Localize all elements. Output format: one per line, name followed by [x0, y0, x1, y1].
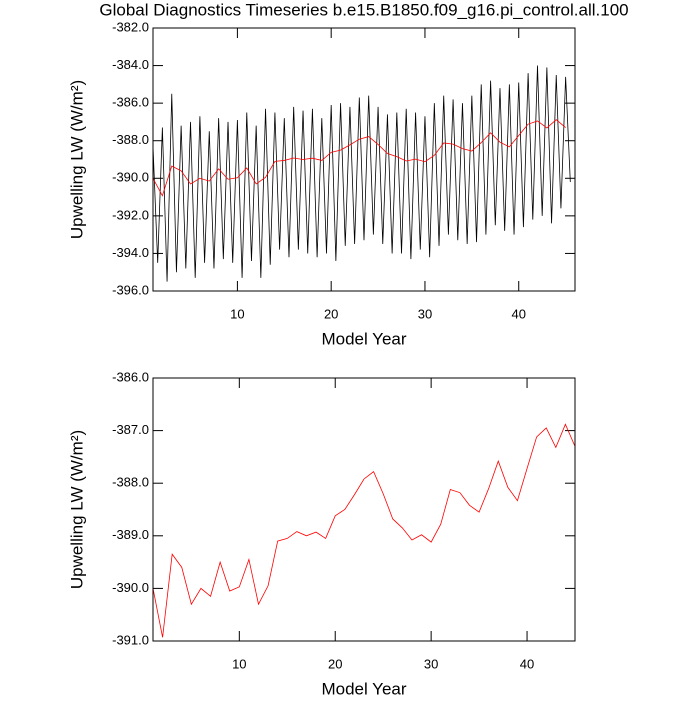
y-tick-label: -394.0	[112, 245, 149, 260]
y-tick-label: -391.0	[112, 632, 149, 647]
data-line	[152, 423, 576, 638]
y-tick-label: -382.0	[112, 19, 149, 34]
chart-title: Global Diagnostics Timeseries b.e15.B185…	[99, 0, 628, 19]
x-axis-title: Model Year	[321, 679, 406, 698]
plot-frame	[152, 377, 576, 642]
y-tick-label: -390.0	[112, 170, 149, 185]
y-tick-label: -388.0	[112, 475, 149, 490]
x-tick-label: 20	[328, 656, 342, 671]
y-axis-title: Upwelling LW (W/m²)	[67, 80, 86, 239]
y-axis-title: Upwelling LW (W/m²)	[67, 430, 86, 589]
x-tick-label: 20	[324, 306, 338, 321]
y-tick-label: -387.0	[112, 422, 149, 437]
x-axis-title: Model Year	[321, 329, 406, 348]
x-tick-label: 30	[418, 306, 432, 321]
data-line	[152, 65, 571, 282]
data-line	[152, 119, 566, 197]
x-tick-label: 30	[424, 656, 438, 671]
y-tick-label: -384.0	[112, 57, 149, 72]
y-tick-label: -392.0	[112, 207, 149, 222]
plot-frame	[152, 27, 576, 292]
y-tick-label: -386.0	[112, 95, 149, 110]
x-tick-label: 10	[232, 656, 246, 671]
x-tick-label: 40	[511, 306, 525, 321]
y-tick-label: -386.0	[112, 369, 149, 384]
x-tick-label: 40	[520, 656, 534, 671]
y-tick-label: -388.0	[112, 132, 149, 147]
y-tick-label: -390.0	[112, 580, 149, 595]
y-tick-label: -389.0	[112, 527, 149, 542]
x-tick-label: 10	[230, 306, 244, 321]
y-tick-label: -396.0	[112, 282, 149, 297]
